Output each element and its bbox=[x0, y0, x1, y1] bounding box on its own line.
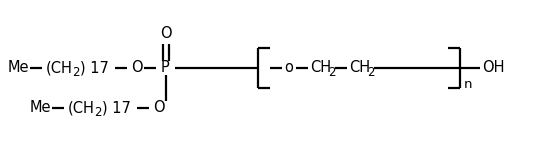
Text: P: P bbox=[161, 60, 170, 76]
Text: O: O bbox=[131, 60, 143, 76]
Text: (CH: (CH bbox=[68, 101, 95, 116]
Text: 2: 2 bbox=[367, 66, 375, 80]
Text: 2: 2 bbox=[328, 66, 335, 80]
Text: o: o bbox=[284, 60, 293, 76]
Text: Me: Me bbox=[8, 60, 30, 76]
Text: O: O bbox=[160, 26, 172, 41]
Text: O: O bbox=[153, 101, 165, 116]
Text: CH: CH bbox=[349, 60, 370, 76]
Text: ) 17: ) 17 bbox=[80, 60, 109, 76]
Text: 2: 2 bbox=[94, 107, 102, 120]
Text: 2: 2 bbox=[72, 66, 79, 80]
Text: (CH: (CH bbox=[46, 60, 73, 76]
Text: ) 17: ) 17 bbox=[102, 101, 131, 116]
Text: CH: CH bbox=[310, 60, 331, 76]
Text: n: n bbox=[464, 78, 473, 91]
Text: OH: OH bbox=[482, 60, 504, 76]
Text: Me: Me bbox=[30, 101, 51, 116]
